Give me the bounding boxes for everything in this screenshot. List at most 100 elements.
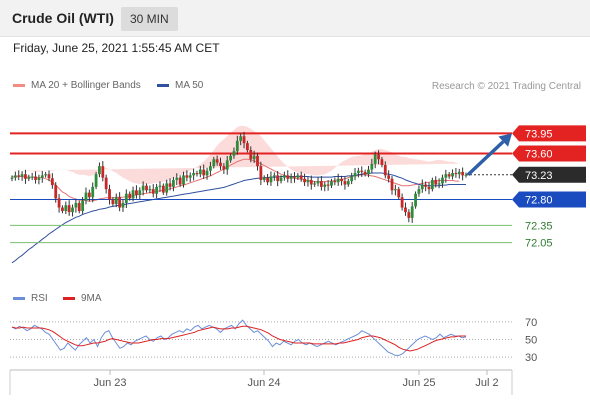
candle-body xyxy=(175,177,179,180)
candle-body xyxy=(215,159,219,163)
candle-body xyxy=(336,178,340,183)
candle-body xyxy=(279,177,283,182)
candle-body xyxy=(276,175,280,182)
candle-body xyxy=(242,136,246,144)
level-label-73-95: 73.95 xyxy=(525,128,553,140)
candle-body xyxy=(410,206,414,218)
legend-ma20-label: MA 20 + Bollinger Bands xyxy=(31,80,141,91)
candle-body xyxy=(13,175,17,178)
candle-body xyxy=(165,183,169,193)
candle-body xyxy=(461,171,465,176)
x-tick-label: Jun 24 xyxy=(247,377,280,389)
rsi-tick-50: 50 xyxy=(525,335,537,347)
candle-body xyxy=(114,197,118,205)
candle-body xyxy=(269,176,273,183)
ma50-line xyxy=(11,172,466,264)
candle-body xyxy=(54,185,58,199)
level-label-73-60: 73.60 xyxy=(525,149,553,161)
candle-body xyxy=(158,185,162,187)
candle-body xyxy=(360,170,364,172)
candle-body xyxy=(198,169,202,175)
candle-body xyxy=(464,174,468,176)
candle-body xyxy=(343,181,347,185)
candle-body xyxy=(293,176,296,178)
ma20-swatch xyxy=(13,84,25,87)
target-arrow xyxy=(466,133,512,177)
arrow-shaft xyxy=(466,140,505,177)
candle-body xyxy=(128,193,132,199)
candle-body xyxy=(400,197,404,208)
candle-body xyxy=(172,179,175,187)
candle-body xyxy=(239,136,243,141)
price-levels xyxy=(10,132,512,244)
ma9-line xyxy=(11,325,466,352)
candle-body xyxy=(283,175,286,178)
candle-body xyxy=(77,202,81,211)
candle-body xyxy=(363,171,367,175)
candle-body xyxy=(121,202,125,208)
candle-body xyxy=(350,176,354,182)
level-tag-73-23 xyxy=(512,166,586,183)
candle-body xyxy=(373,154,377,164)
legend-rsi: RSI xyxy=(13,293,48,304)
candle-body xyxy=(225,160,229,170)
candle-body xyxy=(57,198,61,208)
x-tick-label: Jun 23 xyxy=(93,377,126,389)
candle-body xyxy=(47,174,51,179)
candle-body xyxy=(64,205,68,211)
candle-body xyxy=(266,177,269,183)
candle-body xyxy=(61,207,64,211)
candle-body xyxy=(67,205,71,213)
rsi-line xyxy=(11,319,467,356)
candle-body xyxy=(182,175,185,185)
candle-body xyxy=(71,207,74,213)
candle-body xyxy=(289,176,293,179)
candle-body xyxy=(430,179,434,190)
candle-body xyxy=(330,181,333,186)
candle-body xyxy=(192,173,195,176)
candle-body xyxy=(390,178,394,191)
candle-body xyxy=(118,197,122,208)
candle-body xyxy=(229,155,232,161)
candle-body xyxy=(84,192,88,201)
candle-body xyxy=(414,193,417,207)
candle-body xyxy=(50,178,54,186)
candle-body xyxy=(168,183,172,187)
candle-body xyxy=(367,169,370,175)
candle-body xyxy=(356,170,360,174)
candle-body xyxy=(219,162,222,167)
candle-body xyxy=(131,190,135,199)
candle-body xyxy=(104,177,108,190)
candle-body xyxy=(222,166,226,170)
ma50-swatch xyxy=(157,84,169,87)
candle-body xyxy=(370,163,374,170)
level-tag-73-60 xyxy=(512,145,586,162)
candle-body xyxy=(397,189,401,198)
candle-body xyxy=(457,171,461,175)
candle-body xyxy=(81,200,85,211)
candle-body xyxy=(259,166,263,180)
candle-body xyxy=(262,177,266,180)
candle-body xyxy=(202,169,206,176)
bollinger-band-area xyxy=(12,125,460,185)
candle-body xyxy=(111,199,115,205)
candles xyxy=(10,131,468,223)
candle-body xyxy=(447,174,451,177)
candle-body xyxy=(98,166,101,175)
bollinger-band xyxy=(12,125,460,185)
level-label-73-23: 73.23 xyxy=(525,170,553,182)
candle-body xyxy=(437,183,441,185)
candle-body xyxy=(212,159,216,167)
candle-body xyxy=(205,170,209,176)
level-label-72-35: 72.35 xyxy=(525,220,553,232)
legend-rsi-label: RSI xyxy=(31,293,48,304)
candle-body xyxy=(441,177,444,184)
candle-body xyxy=(333,181,337,183)
timeframe-badge[interactable]: 30 MIN xyxy=(121,7,178,31)
candle-body xyxy=(377,154,380,160)
candle-body xyxy=(94,174,98,187)
candle-body xyxy=(272,175,276,177)
candle-body xyxy=(407,212,411,218)
candle-body xyxy=(148,189,152,191)
